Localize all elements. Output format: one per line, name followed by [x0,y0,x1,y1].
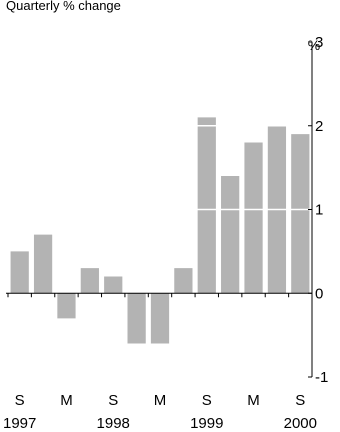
x-tick-label: M [154,392,167,409]
x-tick-label: M [60,392,73,409]
y-tick-label: 0 [315,285,323,302]
bar [80,268,99,294]
bar [10,251,29,294]
y-tick-label: -1 [315,369,328,386]
bar [244,142,263,294]
chart-subtitle: Quarterly % change [6,0,121,13]
bar [33,234,53,294]
bar [197,117,216,294]
x-tick-label: S [202,392,212,409]
y-axis-unit: % [308,37,320,53]
bar [127,293,146,344]
x-year-label: 1997 [3,415,36,432]
gridlines-group [8,41,312,378]
bar [174,268,193,294]
x-tick-label: S [108,392,118,409]
x-year-label: 1998 [97,415,130,432]
y-tick-label: 1 [315,202,323,219]
x-tick-label: S [295,392,305,409]
bar [57,293,76,319]
bar [221,176,240,294]
y-tick-label: 3 [315,34,323,51]
bar [291,134,310,294]
x-year-label: 1999 [190,415,223,432]
y-tick-label: 2 [315,118,323,135]
x-ticks-group: S M S M S M S 1997 1998 1999 2000 [3,293,317,432]
y-ticks-group: -1 0 1 2 3 [308,34,328,386]
x-year-label: 2000 [284,415,317,432]
bar [150,293,170,344]
bar [104,276,123,294]
x-tick-label: S [15,392,25,409]
x-tick-label: M [247,392,260,409]
bars-group [10,117,310,344]
